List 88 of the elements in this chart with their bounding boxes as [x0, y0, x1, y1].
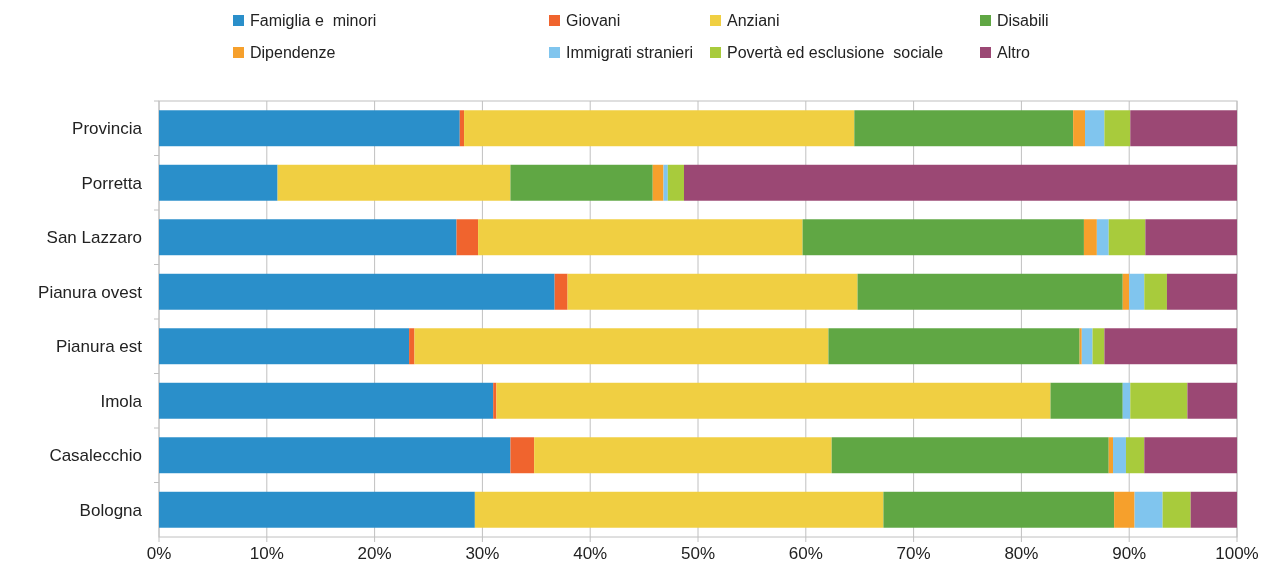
bar	[554, 273, 568, 310]
bar	[1144, 273, 1167, 310]
bar	[683, 164, 1237, 201]
bar	[567, 273, 858, 310]
y-tick-label: San Lazzaro	[46, 228, 142, 248]
bar	[1130, 110, 1237, 147]
bar	[159, 164, 278, 201]
bar	[1166, 273, 1237, 310]
legend-label: Anziani	[727, 11, 780, 29]
legend-label: Immigrati stranieri	[566, 43, 694, 61]
bar	[1113, 437, 1126, 474]
bar	[1122, 273, 1130, 310]
x-tick-label: 20%	[357, 544, 392, 563]
bar	[159, 437, 511, 474]
x-tick-label: 0%	[146, 544, 172, 563]
bar	[1092, 328, 1105, 365]
bar	[159, 273, 555, 310]
legend-label: Povertà ed esclusione sociale	[727, 43, 944, 61]
y-tick-label: Porretta	[81, 173, 143, 193]
bar	[159, 491, 475, 528]
bar	[1081, 328, 1093, 365]
y-tick-label: Pianura ovest	[38, 282, 143, 302]
y-tick-label: Pianura est	[56, 337, 143, 357]
bar	[854, 110, 1074, 147]
bar	[831, 437, 1109, 474]
bar	[474, 491, 884, 528]
x-tick-label: 100%	[1215, 544, 1259, 563]
bar	[1114, 491, 1135, 528]
legend-label: Disabili	[997, 11, 1049, 29]
y-tick-label: Imola	[100, 391, 143, 411]
bar	[857, 273, 1123, 310]
bar	[464, 110, 855, 147]
bar	[1144, 437, 1237, 474]
bar	[277, 164, 511, 201]
bar	[493, 382, 497, 419]
bar	[496, 382, 1051, 419]
bar	[1108, 219, 1146, 256]
y-tick-label: Casalecchio	[49, 446, 142, 466]
x-tick-label: 60%	[788, 544, 823, 563]
y-tick-label: Provincia	[72, 119, 143, 139]
x-tick-label: 10%	[249, 544, 284, 563]
bar	[1085, 110, 1105, 147]
bar	[414, 328, 829, 365]
bar	[1073, 110, 1085, 147]
legend-label: Altro	[997, 43, 1030, 61]
bar	[159, 328, 410, 365]
bar	[1190, 491, 1237, 528]
x-tick-label: 50%	[680, 544, 716, 563]
bar	[802, 219, 1084, 256]
bar	[510, 437, 535, 474]
x-tick-label: 70%	[896, 544, 931, 563]
legend-label: Famiglia e minori	[250, 11, 377, 29]
x-tick-label: 90%	[1112, 544, 1147, 563]
bar	[1108, 437, 1114, 474]
bar	[1104, 110, 1131, 147]
bar	[1125, 437, 1145, 474]
bar	[1083, 219, 1097, 256]
bar	[159, 219, 457, 256]
legend-label: Giovani	[566, 11, 621, 29]
bar	[1129, 273, 1145, 310]
bar	[828, 328, 1080, 365]
bar	[667, 164, 684, 201]
bar	[1079, 328, 1082, 365]
bar	[883, 491, 1115, 528]
x-tick-label: 80%	[1004, 544, 1039, 563]
bar	[159, 110, 460, 147]
bar	[1162, 491, 1191, 528]
bar	[652, 164, 664, 201]
bar	[1122, 382, 1131, 419]
bar	[1096, 219, 1109, 256]
bar	[409, 328, 415, 365]
bar	[1187, 382, 1237, 419]
bar	[456, 219, 479, 256]
bar	[534, 437, 832, 474]
x-tick-label: 40%	[573, 544, 608, 563]
bar	[1145, 219, 1237, 256]
bar	[1134, 491, 1163, 528]
bar	[1104, 328, 1237, 365]
bar	[459, 110, 465, 147]
bar	[159, 382, 494, 419]
bar	[478, 219, 803, 256]
legend-label: Dipendenze	[250, 43, 336, 61]
bar	[510, 164, 653, 201]
bar	[1130, 382, 1188, 419]
bar	[1050, 382, 1123, 419]
y-tick-label: Bologna	[79, 500, 143, 520]
bar	[663, 164, 668, 201]
x-tick-label: 30%	[465, 544, 500, 563]
